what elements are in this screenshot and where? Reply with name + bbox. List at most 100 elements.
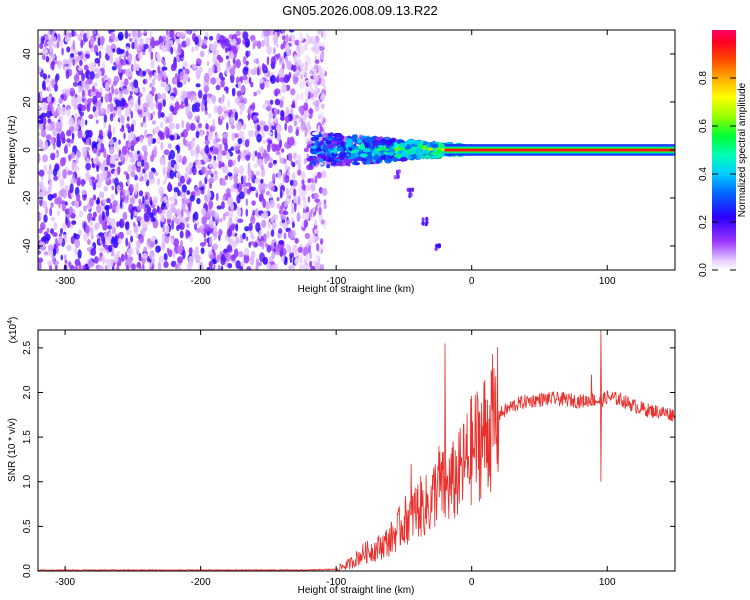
spectrogram-cell — [366, 160, 371, 165]
spectrogram-cell — [134, 185, 138, 196]
spectrogram-cell — [264, 80, 270, 88]
spectrogram-cell — [315, 261, 321, 270]
spectrogram-cell — [271, 250, 275, 260]
spectrogram-cell — [276, 203, 281, 209]
spectrogram-cell — [151, 235, 157, 241]
spectrogram-cell — [267, 131, 273, 136]
spectrogram-cell — [103, 186, 108, 192]
spectrogram-cell — [82, 133, 86, 139]
spectrogram-cell — [212, 118, 215, 128]
spectrogram-cell — [304, 130, 307, 138]
spectrogram-cell — [360, 135, 367, 139]
spectrogram-cell — [108, 145, 115, 155]
spectrogram-cell — [387, 152, 394, 156]
spectrogram-cell — [196, 115, 201, 121]
spectrogram-cell — [147, 113, 151, 122]
spectrogram-cell — [130, 157, 136, 164]
spectrogram-cell — [277, 53, 281, 58]
spectrogram-cell — [86, 169, 89, 178]
spectrogram-cell — [48, 181, 53, 190]
spectrogram-cell — [304, 232, 311, 239]
spectrogram-cell — [160, 192, 164, 203]
spectrogram-cell — [260, 178, 264, 184]
spectrogram-cell — [188, 247, 193, 256]
spectrogram-cell — [262, 183, 268, 190]
spectrogram-cell — [203, 222, 207, 229]
spectrogram-cell — [168, 154, 171, 161]
spectrogram-cell — [112, 126, 116, 136]
spectrogram-cell — [93, 256, 99, 264]
spectrogram-cell — [143, 172, 148, 183]
spectrogram-cell — [328, 137, 333, 141]
spectrogram-cell — [257, 40, 262, 49]
spectrogram-cell — [51, 137, 55, 146]
spectrogram-cell — [305, 97, 309, 104]
snr-x-tick-label: 0 — [469, 577, 475, 588]
spectrogram-cell — [49, 207, 53, 217]
spectrogram-cell — [97, 100, 102, 107]
spectrogram-cell — [262, 256, 268, 265]
spectrogram-cell — [99, 191, 105, 199]
snr-y-multiplier: (x104) — [7, 317, 19, 344]
spectrogram-cell — [257, 67, 260, 76]
spectrogram-cell — [240, 151, 245, 158]
snr-plot-area — [38, 330, 675, 571]
spectrogram-cell — [134, 211, 138, 217]
spectrogram-cell — [233, 166, 239, 176]
spectrogram-cell — [270, 74, 276, 84]
spectrogram-cell — [89, 36, 94, 46]
spectrogram-cell — [235, 260, 241, 269]
spectrogram-cell — [300, 121, 306, 130]
snr-y-tick-label: 1.5 — [22, 430, 33, 444]
spectrogram-cell — [261, 219, 267, 228]
spectrogram-cell — [81, 146, 87, 153]
spectrogram-cell — [95, 91, 102, 99]
spectrogram-cell — [300, 108, 305, 116]
spectrogram-cell — [39, 180, 44, 191]
spectrogram-cell — [286, 219, 291, 224]
spectrogram-cell — [38, 250, 41, 255]
spectrogram-cell — [313, 91, 318, 98]
spectrogram-cell — [138, 170, 144, 177]
spectrogram-cell — [229, 67, 236, 76]
spectrogram-cell — [254, 208, 260, 216]
spectrogram-cell — [177, 181, 182, 187]
spectrogram-cell — [152, 195, 158, 206]
spectrogram-cell — [155, 245, 161, 253]
spectrogram-x-ticks: -300 -200 -100 0 100 — [55, 30, 616, 287]
spectrogram-cell — [186, 208, 189, 216]
spectrogram-cell — [234, 96, 240, 104]
spectrogram-cell — [393, 154, 402, 158]
spectrogram-cell — [110, 252, 115, 257]
spectrogram-cell — [291, 33, 296, 44]
snr-panel: -300 -200 -100 0 100 0.0 0.5 1.0 1.5 2.0 2.5 Heig… — [7, 317, 676, 596]
spectrogram-cell — [160, 141, 164, 151]
spectrogram-cell — [320, 78, 325, 86]
spectrogram-cell — [137, 267, 140, 270]
spectrogram-cell — [182, 155, 187, 165]
spectrogram-cell — [164, 126, 170, 135]
spectrogram-cell — [74, 165, 80, 172]
spectrogram-cell — [297, 162, 302, 173]
spectrogram-cell — [279, 57, 282, 62]
spectrogram-cell — [258, 229, 262, 240]
spectrogram-cell — [76, 177, 81, 187]
spectrogram-cell — [59, 177, 65, 188]
spectrogram-cell — [54, 264, 58, 270]
spectrogram-cell — [225, 252, 231, 262]
spectrogram-cell — [269, 193, 273, 199]
spectrogram-cell — [407, 156, 413, 160]
spectrogram-cell — [166, 247, 170, 254]
spectrogram-cell — [136, 216, 142, 222]
spectrogram-cell — [89, 129, 93, 139]
spectrogram-cell — [40, 90, 43, 99]
spectrogram-cell — [163, 149, 170, 156]
spectrogram-cell — [119, 153, 125, 162]
spectrogram-cell — [212, 56, 217, 64]
spectrogram-cell — [69, 183, 74, 194]
spectrogram-cell — [208, 131, 214, 138]
spectrogram-y-tick-label: 40 — [22, 48, 33, 60]
spectrogram-cell — [92, 82, 98, 87]
spectrogram-cell — [279, 189, 283, 199]
spectrogram-cell — [348, 147, 353, 152]
